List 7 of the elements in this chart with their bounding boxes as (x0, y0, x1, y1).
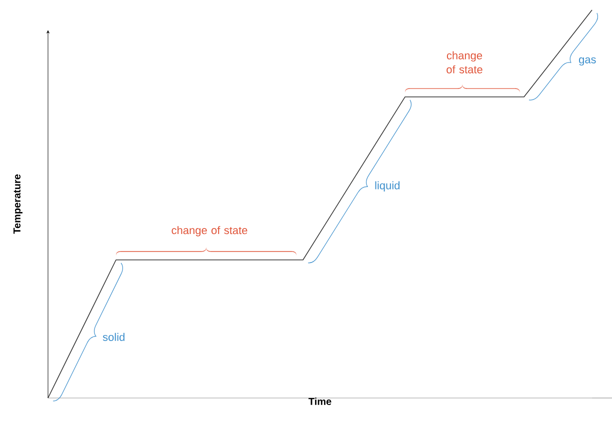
annotation: gas (578, 57, 596, 66)
annotation: solid (102, 332, 124, 341)
annotation: change of state (446, 51, 482, 74)
annotation: liquid (375, 181, 400, 192)
y-axis-title: Temperature (14, 174, 22, 234)
annotation: change of state (172, 226, 248, 236)
x-axis-title: Time (308, 398, 332, 406)
